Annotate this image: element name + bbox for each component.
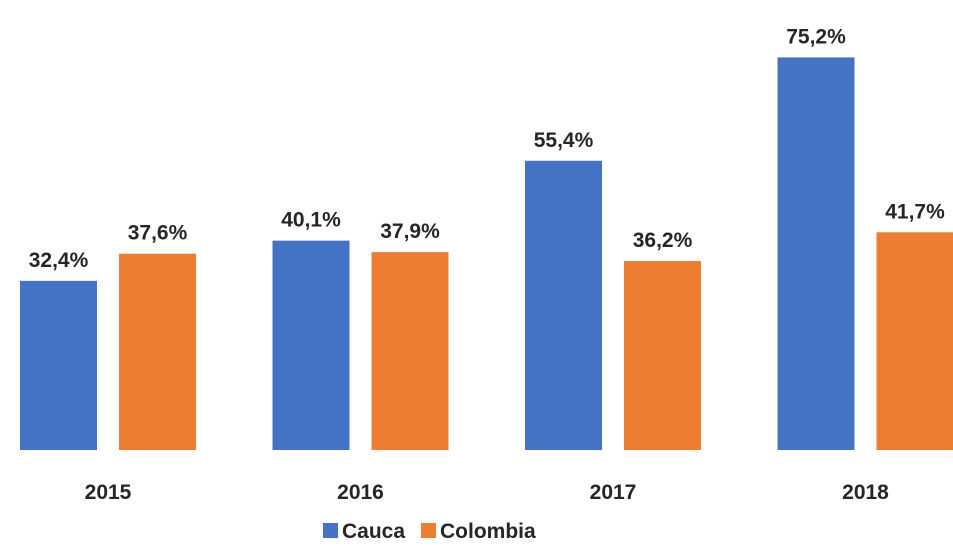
bar-cauca-2017 [525,160,602,450]
data-label-colombia-2016: 37,9% [380,220,440,243]
bar-colombia-2015 [119,253,196,450]
data-label-colombia-2015: 37,6% [128,222,188,245]
legend: Cauca Colombia [323,520,536,543]
data-label-cauca-2015: 32,4% [29,249,89,272]
x-axis: 2015 2016 2017 2018 [85,481,890,504]
bar-colombia-2018 [876,232,953,450]
x-tick-label-2018: 2018 [842,481,889,504]
bar-cauca-2016 [272,240,350,450]
bar-colombia-2017 [624,261,701,450]
data-label-cauca-2018: 75,2% [786,25,846,48]
bar-cauca-2015 [20,280,97,450]
legend-swatch-colombia [421,523,436,538]
data-labels-layer: 32,4% 37,6% 40,1% 37,9% 55,4% 36,2% 75,2% 41,7% [29,25,945,271]
legend-swatch-cauca [323,523,338,538]
bar-colombia-2016 [371,252,449,450]
data-label-cauca-2016: 40,1% [281,209,341,232]
data-label-colombia-2017: 36,2% [633,229,693,252]
bars-layer [20,57,953,451]
x-tick-label-2016: 2016 [337,481,384,504]
x-tick-label-2017: 2017 [590,481,637,504]
x-tick-label-2015: 2015 [85,481,132,504]
legend-label-cauca: Cauca [342,520,405,543]
data-label-colombia-2018: 41,7% [885,200,945,223]
legend-label-colombia: Colombia [440,520,536,543]
data-label-cauca-2017: 55,4% [534,129,594,152]
bar-cauca-2018 [777,57,855,451]
